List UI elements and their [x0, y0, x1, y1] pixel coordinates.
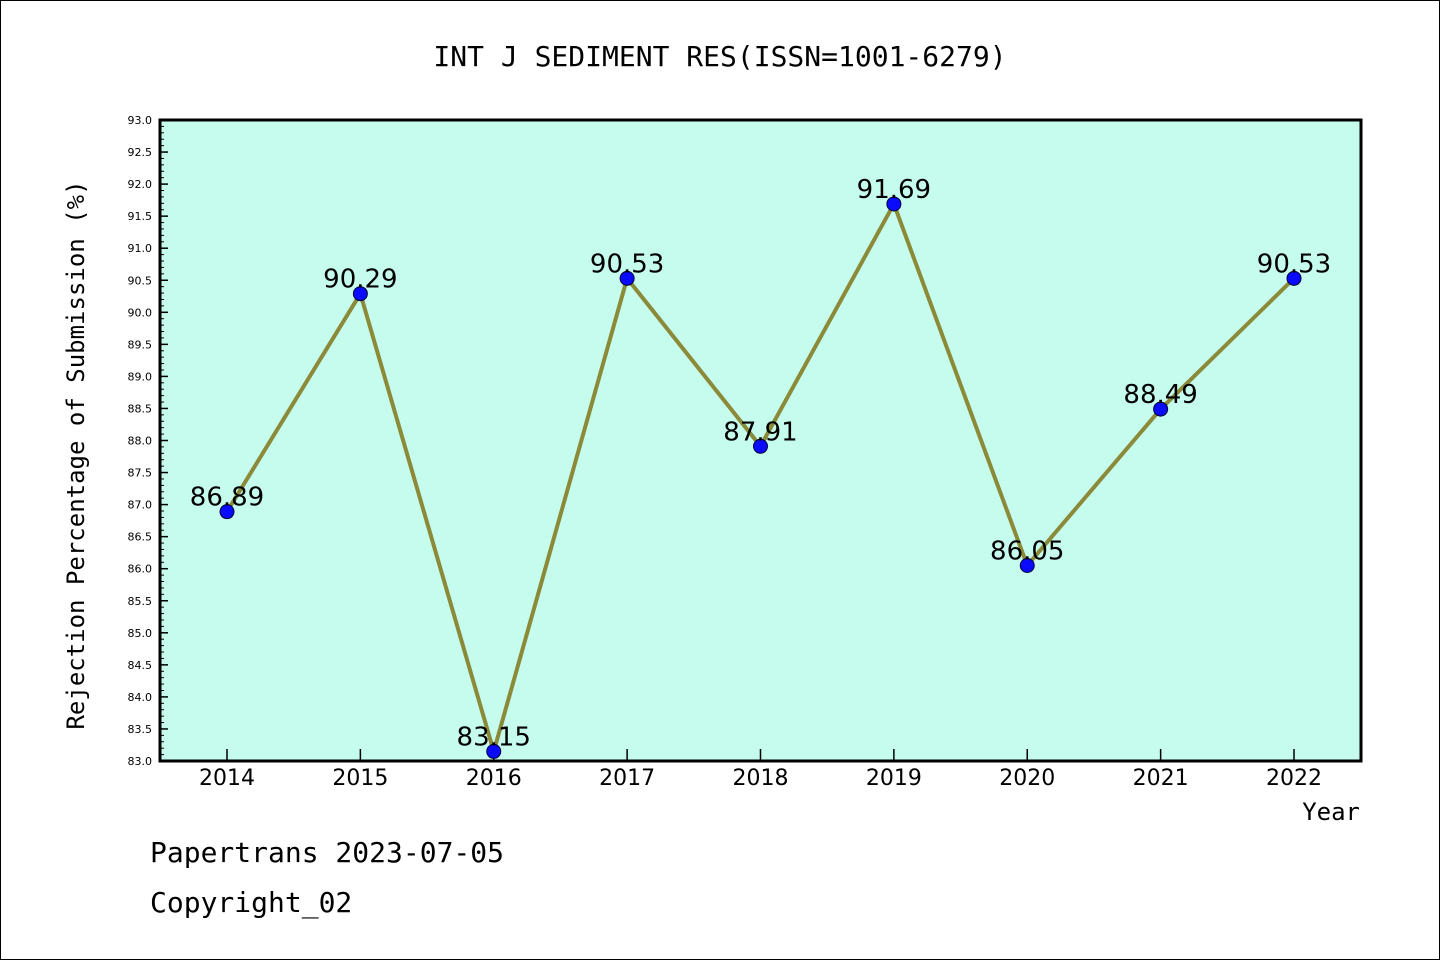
data-label: 83.15	[457, 722, 531, 752]
data-label: 86.89	[190, 483, 264, 513]
y-axis-label: Rejection Percentage of Submission (%)	[62, 180, 90, 729]
x-tick-label: 2020	[999, 766, 1055, 791]
data-label: 86.05	[990, 536, 1064, 566]
x-tick-label: 2014	[199, 766, 255, 791]
data-point	[1019, 557, 1035, 573]
data-label: 90.29	[323, 265, 397, 295]
y-tick-label: 90.0	[128, 306, 153, 319]
y-tick-label: 86.0	[128, 563, 153, 576]
y-tick-label: 92.0	[128, 178, 153, 191]
chart-title: INT J SEDIMENT RES(ISSN=1001-6279)	[433, 40, 1006, 73]
y-tick-label: 83.0	[128, 755, 153, 768]
x-tick-label: 2021	[1133, 766, 1189, 791]
y-tick-label: 89.0	[128, 370, 153, 383]
data-point	[486, 743, 502, 759]
x-tick-label: 2022	[1266, 766, 1322, 791]
y-tick-label: 89.5	[128, 338, 153, 351]
y-tick-label: 86.5	[128, 531, 153, 544]
footer-date-line: Papertrans 2023-07-05	[150, 836, 505, 869]
footer-copyright-line: Copyright_02	[150, 886, 353, 919]
x-tick-label: 2016	[466, 766, 522, 791]
y-tick-label: 91.0	[128, 242, 153, 255]
y-tick-label: 84.0	[128, 691, 153, 704]
x-tick-label: 2018	[733, 766, 789, 791]
y-tick-label: 83.5	[128, 723, 153, 736]
data-point	[753, 438, 768, 454]
data-point	[1153, 401, 1169, 417]
x-tick-label: 2015	[332, 766, 388, 791]
data-markers	[219, 196, 1302, 759]
y-tick-label: 88.0	[128, 435, 153, 448]
data-point	[619, 270, 635, 286]
data-label: 91.69	[857, 175, 931, 205]
y-tick-label: 90.5	[128, 274, 153, 287]
data-label: 87.91	[723, 417, 797, 447]
data-label: 90.53	[590, 249, 664, 279]
y-tick-label: 91.5	[128, 210, 153, 223]
data-point	[886, 196, 902, 212]
y-tick-label: 85.5	[128, 595, 153, 608]
x-tick-label: 2019	[866, 766, 922, 791]
data-labels: 86.89 90.29 83.15 90.53 87.91 91.69 86.05 88.49…	[190, 175, 1331, 752]
data-point	[352, 286, 368, 302]
data-point	[1286, 270, 1302, 286]
x-tick-label: 2017	[599, 766, 655, 791]
y-tick-label: 84.5	[128, 659, 153, 672]
data-label: 90.53	[1257, 249, 1331, 279]
y-tick-label: 85.0	[128, 627, 153, 640]
plot-border	[158, 118, 1363, 763]
y-tick-label: 88.5	[128, 402, 153, 415]
y-tick-label: 92.5	[128, 146, 153, 159]
x-axis-label: Year	[1302, 798, 1360, 826]
y-tick-label: 87.5	[128, 467, 153, 480]
y-tick-label: 87.0	[128, 499, 153, 512]
data-label: 88.49	[1123, 380, 1197, 410]
x-axis: 2014 2015 2016 2017 2018 2019 2020 2021 2022	[199, 749, 1322, 791]
data-point	[219, 504, 235, 520]
y-tick-label: 93.0	[128, 114, 153, 127]
